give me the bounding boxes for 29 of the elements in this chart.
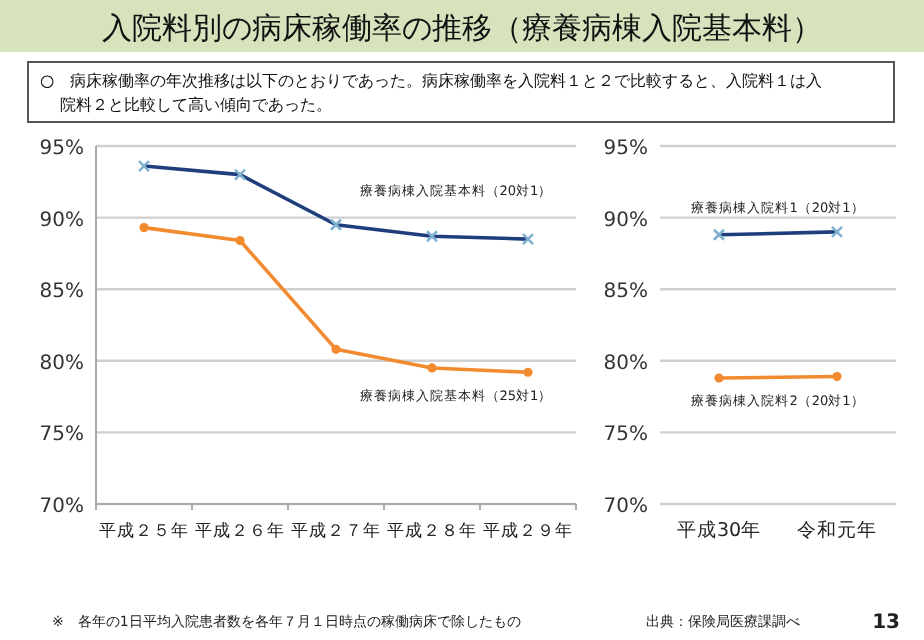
point [427,363,437,373]
point [139,223,149,233]
x-tick-label: 平成２７年 [291,520,381,542]
y-tick-label: 90% [603,209,648,232]
y-tick-label: 85% [39,281,84,304]
point [331,344,341,354]
y-tick-label: 70% [39,496,84,518]
x-tick-label: 平成２９年 [483,520,573,542]
point [832,371,842,382]
x-tick-label: 平成２６年 [195,520,285,542]
y-tick-label: 70% [603,496,648,518]
text: 13 [872,612,901,634]
point [714,373,724,383]
y-tick-label: 75% [603,424,648,447]
y-tick-label: 95% [39,138,84,160]
y-tick-label: 85% [603,281,648,304]
point [523,367,533,377]
y-tick-label: 75% [39,424,84,447]
chart-subtitle: ○ 病床稼働率の年次推移は以下のとおりであった。病床稼働率を入院料１と２で比較すると、入院料１は入院料２と比較して高い傾向であった。 [40,70,823,114]
chart-title: 入院料別の病床稼働率の推移（療養病棟入院基本料） [102,10,822,46]
x-tick-label: 平成２８年 [387,520,477,542]
x-tick-label: 平成２５年 [99,520,189,542]
y-tick-label: 95% [603,138,648,160]
point [235,235,245,246]
x-tick-label: 令和元年 [797,518,877,542]
x-tick-label: 平成30年 [676,518,762,542]
y-tick-label: 90% [39,209,84,232]
y-tick-label: 80% [39,352,84,375]
y-tick-label: 80% [603,352,648,375]
